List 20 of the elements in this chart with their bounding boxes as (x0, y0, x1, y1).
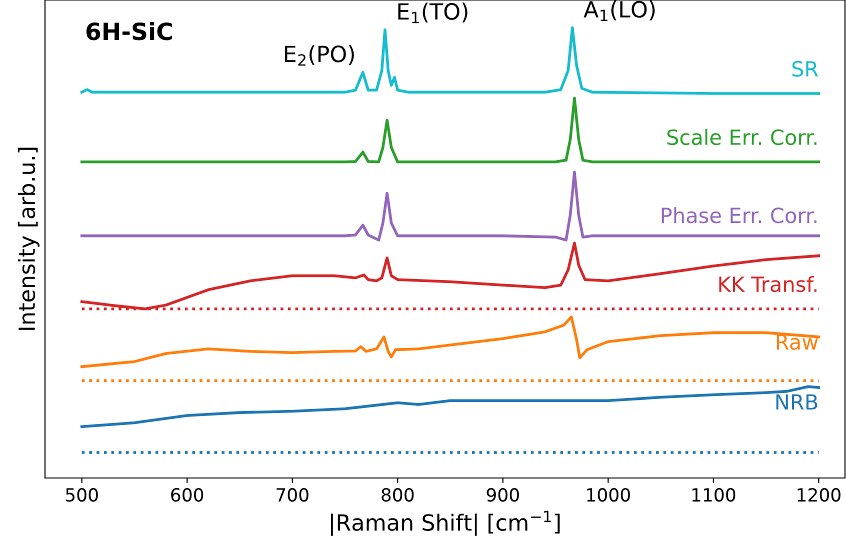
series-label: KK Transf. (719, 276, 816, 292)
x-tick-label: 1000 (587, 488, 630, 502)
y-axis-title: Intensity [arb.u.] (18, 148, 40, 330)
series-label: SR (792, 60, 818, 77)
annotation: E$_{1}$(TO) (398, 2, 468, 24)
x-tick-label: 700 (276, 488, 308, 502)
annotation: 6H-SiC (86, 22, 172, 40)
x-tick-label: 500 (66, 488, 98, 502)
series-label: NRB (776, 394, 818, 410)
x-tick-label: 800 (382, 488, 414, 502)
series-label: Raw (776, 334, 818, 350)
x-axis-title: |Raman Shift| [cm$^{−1}$] (331, 510, 560, 536)
series-label: Scale Err. Corr. (667, 128, 816, 146)
x-tick-label: 900 (486, 488, 519, 502)
annotation: A$_{1}$(LO) (584, 0, 655, 22)
x-tick-label: 600 (171, 488, 204, 502)
x-tick-label: 1100 (692, 488, 736, 502)
x-tick-label: 1200 (798, 488, 840, 502)
annotation: E$_{2}$(PO) (285, 45, 354, 66)
series-label: Phase Err. Corr. (662, 207, 816, 224)
